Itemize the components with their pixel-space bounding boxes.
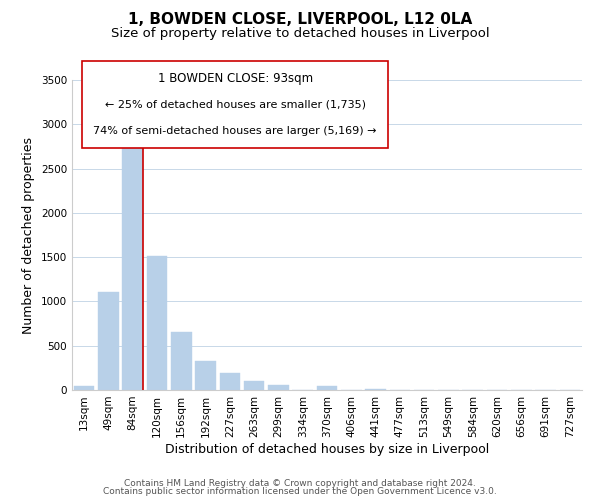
Bar [74,386,94,390]
Bar [244,381,265,390]
Bar [220,372,240,390]
Text: Contains HM Land Registry data © Crown copyright and database right 2024.: Contains HM Land Registry data © Crown c… [124,478,476,488]
Y-axis label: Number of detached properties: Number of detached properties [22,136,35,334]
Bar [365,388,386,390]
Text: 74% of semi-detached houses are larger (5,169) →: 74% of semi-detached houses are larger (… [94,126,377,136]
Bar [146,256,167,390]
FancyBboxPatch shape [82,62,388,148]
Text: 1 BOWDEN CLOSE: 93sqm: 1 BOWDEN CLOSE: 93sqm [158,72,313,86]
Bar [317,386,337,390]
Bar [268,385,289,390]
Bar [195,361,216,390]
Text: ← 25% of detached houses are smaller (1,735): ← 25% of detached houses are smaller (1,… [105,100,366,110]
Text: 1, BOWDEN CLOSE, LIVERPOOL, L12 0LA: 1, BOWDEN CLOSE, LIVERPOOL, L12 0LA [128,12,472,28]
Bar [171,332,191,390]
X-axis label: Distribution of detached houses by size in Liverpool: Distribution of detached houses by size … [165,442,489,456]
Bar [122,130,143,390]
Text: Size of property relative to detached houses in Liverpool: Size of property relative to detached ho… [110,28,490,40]
Bar [98,292,119,390]
Text: Contains public sector information licensed under the Open Government Licence v3: Contains public sector information licen… [103,487,497,496]
